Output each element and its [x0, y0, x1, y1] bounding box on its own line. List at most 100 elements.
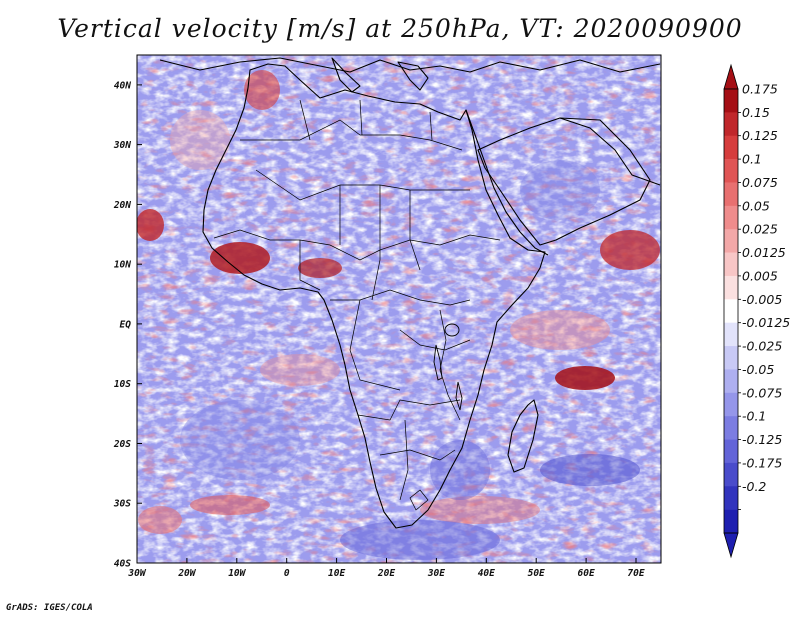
velocity-patch: [340, 520, 500, 560]
velocity-patch: [190, 495, 270, 515]
velocity-patch: [520, 160, 600, 220]
velocity-patch: [137, 209, 164, 241]
lake-tanganyika: [433, 344, 443, 381]
lon-tick-label: 50E: [528, 568, 545, 579]
arabia-coastline: [477, 117, 651, 246]
colorbar-label: 0.025: [742, 222, 778, 237]
velocity-patch: [540, 454, 640, 486]
colorbar-swatch: [724, 159, 738, 183]
colorbar-swatch: [724, 369, 738, 394]
colorbar-label: -0.025: [742, 339, 782, 354]
greece-coastline: [397, 61, 429, 91]
colorbar-label: 0.0125: [742, 245, 786, 260]
colorbar-label: -0.05: [742, 362, 774, 377]
colorbar-swatch: [724, 322, 738, 347]
lon-tick-label: 0: [284, 568, 290, 579]
velocity-patch: [260, 354, 340, 386]
colorbar-swatch: [724, 392, 738, 417]
colorbar-swatch: [724, 509, 738, 534]
colorbar-swatch: [724, 299, 738, 323]
lat-tick-label: 20N: [113, 200, 131, 211]
velocity-patch: [510, 310, 610, 350]
country-borders: [213, 99, 501, 511]
velocity-patch: [210, 242, 270, 274]
colorbar-label: 0.05: [742, 198, 770, 213]
lat-tick-label: 10N: [114, 260, 131, 271]
colorbar-label: 0.1: [742, 152, 762, 167]
lon-tick-label: 10E: [328, 568, 345, 579]
colorbar-label: -0.0125: [742, 315, 790, 330]
colorbar-swatch: [724, 462, 738, 487]
colorbar-swatch: [724, 346, 738, 370]
lon-tick-label: 70E: [627, 568, 644, 579]
africa-coastline: [202, 63, 546, 529]
map-figure: 30W 20W 10W 0 10E 20E 30E 40E 50E 60E 70E 40N 30N 20…: [113, 54, 790, 579]
colorbar-swatch: [724, 229, 738, 253]
colorbar-label: -0.1: [742, 409, 766, 424]
colorbar-swatch: [724, 205, 738, 230]
colorbar-swatch: [724, 112, 738, 137]
colorbar-label: 0.15: [742, 105, 770, 120]
colorbar-label: -0.075: [742, 385, 782, 400]
colorbar-label: -0.2: [742, 479, 766, 494]
lon-tick-label: 10W: [228, 568, 246, 579]
lat-tick-label: 40N: [114, 80, 131, 91]
lat-tick-label: 40S: [114, 559, 131, 570]
lon-tick-label: 30E: [427, 568, 445, 579]
coastline: [159, 57, 661, 529]
velocity-patch: [170, 110, 230, 170]
lat-tick-label: 30S: [113, 499, 131, 510]
lakes: [433, 323, 463, 411]
lake-victoria: [444, 323, 460, 337]
colorbar-labels: 0.175 0.15 0.125 0.1 0.075 0.05 0.025 0.0125 0.0…: [742, 82, 790, 494]
lon-tick-label: 20W: [177, 568, 196, 579]
colorbar-swatch: [724, 135, 738, 160]
plot-frame: [136, 54, 662, 564]
lat-tick-label: 20S: [113, 439, 131, 450]
colorbar-swatch: [724, 416, 738, 440]
velocity-patch: [298, 258, 342, 278]
velocity-patch: [600, 230, 660, 270]
gulf-coastline: [559, 117, 661, 186]
colorbar-swatch: [724, 89, 738, 113]
lat-tick-label: 30N: [113, 140, 131, 151]
colorbar-label: -0.005: [742, 292, 782, 307]
colorbar-label: 0.075: [742, 175, 778, 190]
colorbar-swatch: [724, 252, 738, 277]
colorbar-swatch: [724, 275, 738, 300]
madagascar-coastline: [507, 399, 539, 473]
lon-tick-label: 60E: [578, 568, 595, 579]
colorbar-label: -0.125: [742, 432, 782, 447]
velocity-patch: [420, 496, 540, 524]
colorbar-swatch: [724, 439, 738, 464]
axis-ticks: [136, 84, 637, 564]
lat-tick-label: 10S: [114, 379, 131, 390]
colorbar-label: 0.175: [742, 82, 778, 97]
colorbar-frame: [723, 88, 739, 534]
grads-credit: GrADS: IGES/COLA: [6, 603, 93, 613]
colorbar-swatch: [724, 486, 738, 510]
colorbar-bottom-arrow: [723, 532, 739, 559]
colorbar: [723, 63, 741, 559]
europe-coastline: [159, 57, 661, 73]
map-title: Vertical velocity [m/s] at 250hPa, VT: 2…: [57, 14, 743, 43]
colorbar-label: 0.125: [742, 128, 778, 143]
latitude-labels: 40N 30N 20N 10N EQ 10S 20S 30S 40S: [113, 80, 131, 569]
colorbar-top-arrow: [723, 63, 739, 90]
lon-tick-label: 40E: [478, 568, 495, 579]
lat-tick-label: EQ: [120, 319, 132, 330]
lake-malawi: [455, 381, 463, 411]
velocity-patch: [180, 400, 300, 480]
colorbar-swatch: [724, 182, 738, 207]
vertical-velocity-field: [137, 55, 661, 563]
velocity-patch: [138, 506, 182, 534]
colorbar-label: -0.175: [742, 455, 782, 470]
velocity-patch: [244, 70, 280, 110]
colorbar-label: 0.005: [742, 268, 778, 283]
velocity-patch: [430, 440, 490, 500]
velocity-patch: [555, 366, 615, 390]
italy-coastline: [331, 57, 361, 93]
lon-tick-label: 20E: [377, 568, 395, 579]
lon-tick-label: 30W: [127, 568, 146, 579]
longitude-labels: 30W 20W 10W 0 10E 20E 30E 40E 50E 60E 70E: [127, 568, 644, 579]
